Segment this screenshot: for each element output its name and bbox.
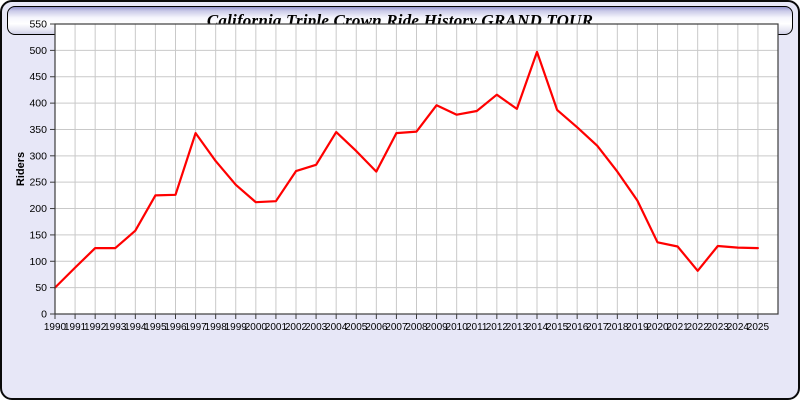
x-tick-label: 2019 <box>626 322 649 333</box>
x-tick-label: 2006 <box>365 322 388 333</box>
y-tick-label: 250 <box>29 177 47 189</box>
x-tick-label: 2008 <box>405 322 428 333</box>
y-tick-label: 100 <box>29 256 47 268</box>
x-tick-label: 2022 <box>687 322 710 333</box>
x-tick-label: 2015 <box>546 322 569 333</box>
x-tick-label: 2003 <box>305 322 328 333</box>
x-tick-label: 2014 <box>526 322 549 333</box>
x-tick-label: 2010 <box>446 322 469 333</box>
x-tick-label: 1990 <box>44 322 67 333</box>
x-tick-label: 2018 <box>606 322 629 333</box>
y-tick-label: 550 <box>29 19 47 31</box>
x-tick-label: 2005 <box>345 322 368 333</box>
x-tick-label: 1993 <box>104 322 127 333</box>
riders-line <box>53 50 760 289</box>
line-chart-svg: 1990199119921993199419951996199719981999… <box>15 19 779 333</box>
x-tick-label: 1991 <box>64 322 87 333</box>
y-tick-label: 450 <box>29 71 47 83</box>
x-tick-label: 2017 <box>586 322 609 333</box>
y-tick-label: 200 <box>29 203 47 215</box>
x-tick-label: 2007 <box>385 322 408 333</box>
x-tick-label: 1994 <box>124 322 147 333</box>
x-tick-label: 2013 <box>506 322 529 333</box>
x-tick-label: 2023 <box>707 322 730 333</box>
x-tick-label: 2009 <box>425 322 448 333</box>
x-tick-label: 2021 <box>666 322 689 333</box>
x-tick-label: 2024 <box>727 322 750 333</box>
x-tick-label: 2001 <box>265 322 288 333</box>
x-tick-label: 1997 <box>184 322 207 333</box>
y-axis-title: Riders <box>15 152 27 186</box>
x-tick-label: 2000 <box>245 322 268 333</box>
x-tick-label: 2004 <box>325 322 348 333</box>
x-tick-label: 2002 <box>285 322 308 333</box>
y-tick-label: 500 <box>29 45 47 57</box>
x-tick-label: 2020 <box>646 322 669 333</box>
y-tick-label: 0 <box>41 309 47 321</box>
y-tick-label: 400 <box>29 98 47 110</box>
x-tick-label: 1996 <box>164 322 187 333</box>
x-tick-label: 1995 <box>144 322 167 333</box>
x-tick-label: 1992 <box>84 322 107 333</box>
y-tick-label: 350 <box>29 124 47 136</box>
y-tick-label: 150 <box>29 229 47 241</box>
x-tick-label: 2025 <box>747 322 770 333</box>
x-tick-label: 2016 <box>566 322 589 333</box>
x-tick-label: 1998 <box>205 322 228 333</box>
x-tick-label: 2012 <box>486 322 509 333</box>
x-tick-label: 1999 <box>225 322 248 333</box>
y-tick-label: 300 <box>29 150 47 162</box>
x-tick-label: 2011 <box>466 322 488 333</box>
y-tick-label: 50 <box>35 282 47 294</box>
